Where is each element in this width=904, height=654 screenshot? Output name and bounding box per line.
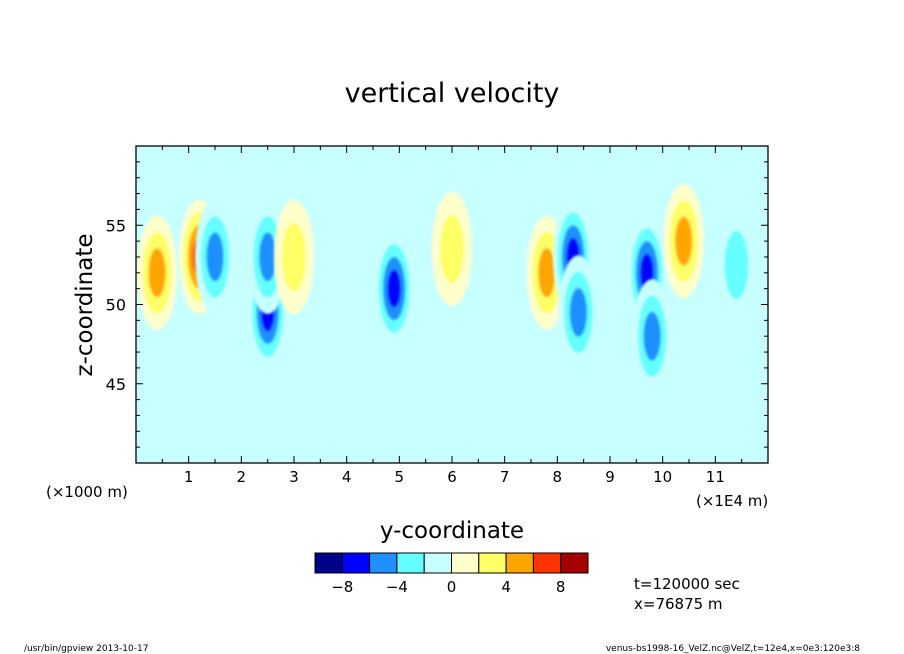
x-axis-unit-left: (×1000 m) — [46, 483, 128, 501]
x-tick-label: 10 — [653, 468, 672, 486]
velocity-feature — [374, 231, 415, 346]
y-axis-ticks: 45 50 55 — [106, 145, 768, 464]
contour-band — [387, 269, 401, 308]
colorbar-cell — [478, 552, 507, 574]
y-tick-label: 50 — [106, 296, 126, 315]
x-tick-label: 3 — [289, 468, 299, 486]
colorbar-cell — [341, 552, 371, 574]
contour-band — [643, 311, 661, 361]
x-axis-unit-right: (×1E4 m) — [696, 492, 768, 510]
x-tick-label: 11 — [706, 468, 725, 486]
colorbar-tick-label: 4 — [501, 578, 511, 596]
velocity-feature — [432, 191, 472, 307]
footer-left: /usr/bin/gpview 2013-10-17 — [24, 644, 148, 654]
plot-area — [136, 146, 768, 463]
velocity-feature — [274, 199, 314, 314]
contour-band — [282, 222, 306, 292]
contour-band — [206, 232, 224, 282]
colorbar-cell — [314, 552, 343, 574]
contour-band — [569, 287, 588, 337]
x-axis-label: y-coordinate — [380, 518, 524, 544]
colorbar-tick-label: −8 — [331, 578, 353, 596]
colorbar-cell — [451, 552, 480, 574]
chart-title: vertical velocity — [345, 78, 560, 109]
y-tick-label: 55 — [106, 216, 126, 235]
colorbar-tick-label: −4 — [386, 578, 408, 596]
colorbar-cell — [396, 552, 425, 574]
colorbar: −8 −4 0 4 8 — [314, 552, 589, 596]
contour-band — [440, 214, 464, 284]
footer-right: venus-bs1998-16_VelZ.nc@VelZ,t=12e4,x=0e… — [606, 644, 860, 654]
colorbar-cell — [532, 552, 562, 574]
x-tick-label: 1 — [184, 468, 194, 486]
colorbar-cell — [505, 552, 534, 574]
y-axis-label: z-coordinate — [72, 233, 98, 376]
contour-band — [148, 248, 166, 298]
x-tick-label: 8 — [553, 468, 563, 486]
position-annotation: x=76875 m — [634, 595, 723, 613]
contour-band — [675, 216, 693, 266]
colorbar-tick-label: 0 — [447, 578, 457, 596]
colorbar-cell — [423, 552, 453, 574]
x-tick-label: 4 — [342, 468, 352, 486]
velocity-feature — [137, 215, 178, 330]
colorbar-cell — [560, 552, 589, 574]
velocity-feature — [558, 255, 599, 370]
x-tick-label: 2 — [237, 468, 247, 486]
y-tick-label: 45 — [106, 375, 126, 394]
x-tick-label: 5 — [395, 468, 405, 486]
colorbar-tick-label: 8 — [556, 578, 566, 596]
contour-band — [724, 230, 749, 300]
contour-band — [259, 232, 277, 282]
x-tick-label: 9 — [605, 468, 615, 486]
time-annotation: t=120000 sec — [634, 575, 740, 593]
x-tick-label: 7 — [500, 468, 510, 486]
velocity-feature — [663, 184, 704, 299]
velocity-feature — [195, 199, 235, 314]
velocity-field — [137, 184, 757, 394]
x-axis-ticks: 1 2 3 4 5 6 7 8 9 10 11 — [135, 146, 769, 486]
contour-band — [538, 248, 556, 298]
velocity-feature — [632, 279, 673, 394]
x-tick-label: 6 — [447, 468, 457, 486]
colorbar-cell — [369, 552, 398, 574]
velocity-feature — [716, 207, 757, 322]
